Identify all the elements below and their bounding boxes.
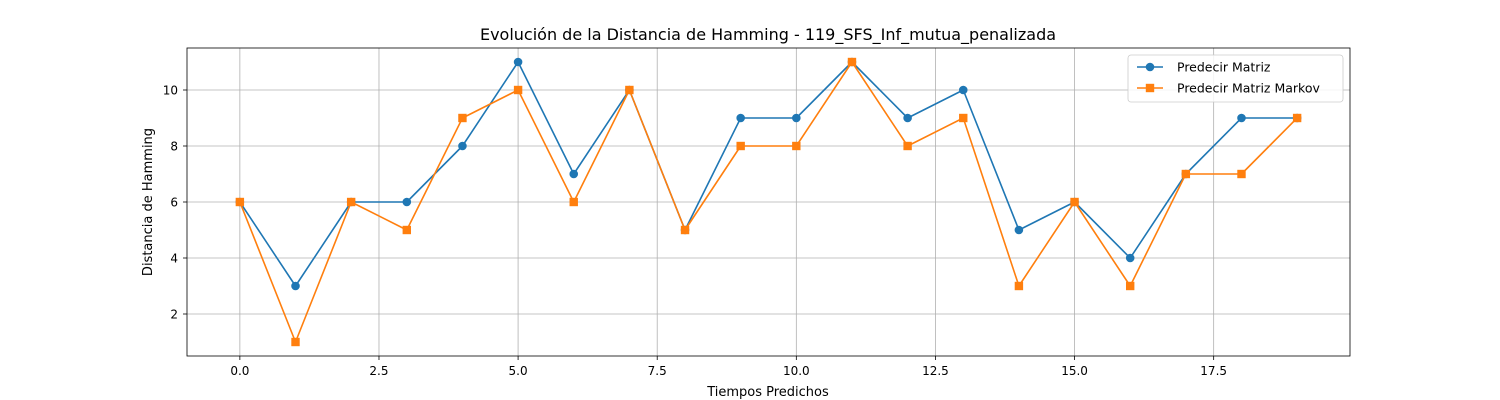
data-point xyxy=(903,141,912,151)
legend-label: Predecir Matriz xyxy=(1177,60,1271,75)
data-point xyxy=(903,113,912,123)
data-point xyxy=(1292,113,1302,123)
x-tick-label: 15.0 xyxy=(1061,364,1088,378)
data-point xyxy=(1014,281,1024,291)
x-tick-label: 5.0 xyxy=(509,364,528,378)
x-tick-label: 12.5 xyxy=(922,364,949,378)
data-point xyxy=(736,141,745,151)
x-tick-label: 10.0 xyxy=(783,364,810,378)
x-tick-label: 0.0 xyxy=(230,364,249,378)
data-point xyxy=(402,225,412,235)
y-tick-label: 4 xyxy=(170,252,178,266)
data-point xyxy=(736,113,745,123)
data-point xyxy=(346,197,356,207)
x-tick-label: 17.5 xyxy=(1200,364,1227,378)
data-point xyxy=(792,113,801,123)
data-point xyxy=(458,141,467,151)
series-2 xyxy=(235,57,1302,347)
data-point xyxy=(625,85,634,95)
data-point xyxy=(291,281,300,291)
x-axis-label: Tiempos Predichos xyxy=(706,385,829,400)
plot-series xyxy=(235,57,1302,347)
data-point xyxy=(680,225,690,235)
data-point xyxy=(569,169,579,179)
x-tick-label: 7.5 xyxy=(648,364,667,378)
legend-marker xyxy=(1145,83,1155,93)
y-axis-label: Distancia de Hamming xyxy=(141,128,156,276)
data-point xyxy=(513,57,523,67)
data-point xyxy=(1125,281,1135,291)
data-point xyxy=(513,85,523,95)
axis-ticks: 0.0 2.5 5.0 7.5 10.0 12.5 15.0 17.5 2 4 6 8 10 xyxy=(163,84,1227,379)
y-tick-label: 10 xyxy=(163,84,178,98)
y-tick-label: 2 xyxy=(170,308,178,322)
y-tick-label: 6 xyxy=(170,196,178,210)
legend-marker xyxy=(1145,62,1155,72)
legend-box xyxy=(1127,54,1344,103)
x-tick-label: 2.5 xyxy=(369,364,388,378)
series-line xyxy=(239,61,1298,287)
legend-label: Predecir Matriz Markov xyxy=(1177,81,1320,96)
data-point xyxy=(1014,225,1024,235)
data-point xyxy=(1181,169,1191,179)
data-point xyxy=(1070,197,1079,207)
data-point xyxy=(847,57,857,67)
data-point xyxy=(1125,253,1135,263)
data-point xyxy=(402,197,412,207)
series-line xyxy=(239,61,1298,343)
y-tick-label: 8 xyxy=(170,140,178,154)
chart-title: Evolución de la Distancia de Hamming - 1… xyxy=(480,25,1056,45)
data-point xyxy=(958,85,968,95)
legend: Predecir Matriz Predecir Matriz Markov xyxy=(1127,54,1344,103)
data-point xyxy=(569,197,578,207)
data-point xyxy=(959,113,968,123)
data-point xyxy=(291,337,300,347)
data-point xyxy=(458,113,467,123)
data-point xyxy=(1237,113,1246,123)
data-point xyxy=(235,197,245,207)
data-point xyxy=(792,141,801,151)
data-point xyxy=(1237,169,1246,179)
